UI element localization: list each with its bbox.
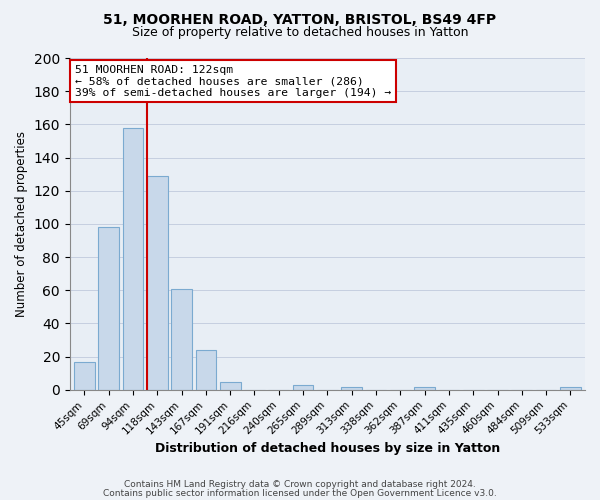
Text: 51 MOORHEN ROAD: 122sqm
← 58% of detached houses are smaller (286)
39% of semi-d: 51 MOORHEN ROAD: 122sqm ← 58% of detache… <box>75 64 391 98</box>
X-axis label: Distribution of detached houses by size in Yatton: Distribution of detached houses by size … <box>155 442 500 455</box>
Text: Contains public sector information licensed under the Open Government Licence v3: Contains public sector information licen… <box>103 489 497 498</box>
Text: Size of property relative to detached houses in Yatton: Size of property relative to detached ho… <box>132 26 468 39</box>
Bar <box>196 350 216 390</box>
Y-axis label: Number of detached properties: Number of detached properties <box>15 131 28 317</box>
Bar <box>560 386 581 390</box>
Bar <box>74 362 95 390</box>
Bar <box>147 176 167 390</box>
Bar <box>293 385 313 390</box>
Text: 51, MOORHEN ROAD, YATTON, BRISTOL, BS49 4FP: 51, MOORHEN ROAD, YATTON, BRISTOL, BS49 … <box>103 12 497 26</box>
Bar <box>220 382 241 390</box>
Text: Contains HM Land Registry data © Crown copyright and database right 2024.: Contains HM Land Registry data © Crown c… <box>124 480 476 489</box>
Bar <box>341 386 362 390</box>
Bar <box>171 288 192 390</box>
Bar <box>98 228 119 390</box>
Bar <box>122 128 143 390</box>
Bar <box>414 386 435 390</box>
